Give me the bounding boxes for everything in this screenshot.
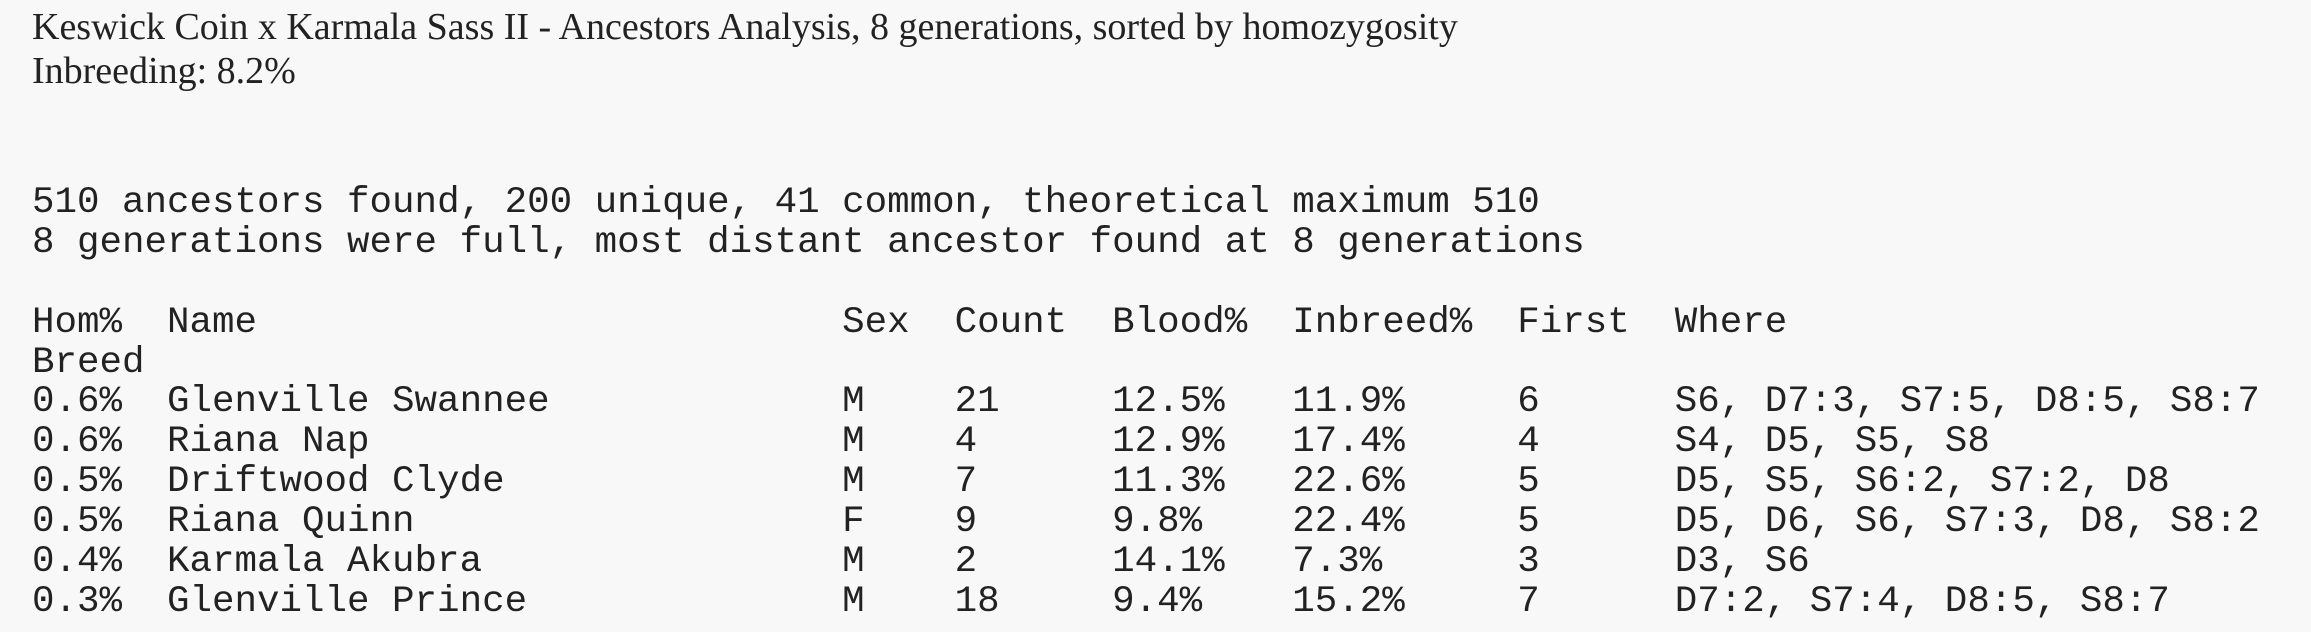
table-row: 0.5% Driftwood Clyde M 7 11.3% 22.6% 5 D5, S5, …	[32, 462, 2302, 502]
column-header: Hom%	[32, 302, 123, 344]
cell: 2	[954, 541, 978, 583]
cell: M	[842, 381, 865, 423]
inbreeding: Inbreeding: 8.2%	[32, 50, 296, 92]
cell: 0.5%	[32, 461, 123, 503]
cell: Riana Nap	[167, 421, 370, 463]
column-header: Blood%	[1112, 302, 1248, 344]
cell: 6	[1517, 381, 1540, 423]
table-row: 0.6% Riana Nap M 4 12.9% 17.4% 4 S4, D5, S5, S8	[32, 422, 2302, 462]
cell: M	[842, 581, 865, 623]
header-row-2: Breed	[32, 343, 2302, 383]
column-header: Sex	[842, 302, 910, 344]
cell: F	[842, 501, 865, 543]
cell: 15.2%	[1292, 581, 1405, 623]
cell: 0.3%	[32, 581, 123, 623]
cell: 22.6%	[1292, 461, 1405, 503]
summary-line: 510 ancestors found, 200 unique, 41 comm…	[32, 182, 1540, 224]
cell: 0.6%	[32, 381, 123, 423]
cell: Glenville Prince	[167, 581, 528, 623]
cell: 9	[954, 501, 978, 543]
cell: 22.4%	[1292, 501, 1405, 543]
cell: D3, S6	[1674, 541, 1810, 583]
cell: 7	[1517, 581, 1540, 623]
table-row: 0.3% Glenville Prince M 18 9.4% 15.2% 7 D7:2, S…	[32, 582, 2302, 622]
cell: 11.3%	[1112, 461, 1225, 503]
column-header: Name	[167, 302, 258, 344]
cell: 5	[1517, 501, 1540, 543]
cell: S4, D5, S5, S8	[1674, 421, 1990, 463]
cell: 3	[1517, 541, 1540, 583]
cell: 7.3%	[1292, 541, 1383, 583]
cell: D5, D6, S6, S7:3, D8, S8:2	[1674, 501, 2260, 543]
cell: D7:2, S7:4, D8:5, S8:7	[1674, 581, 2170, 623]
cell: 0.6%	[32, 421, 123, 463]
cell: S6, D7:3, S7:5, D8:5, S8:7	[1674, 381, 2260, 423]
column-header: Breed	[32, 342, 145, 384]
summary-line: 8 generations were full, most distant an…	[32, 222, 1585, 264]
cell: 12.5%	[1112, 381, 1225, 423]
header-row: Hom% Name Sex Count Blood% Inbreed% First Where	[32, 303, 2302, 343]
cell: 7	[954, 461, 978, 503]
cell: M	[842, 461, 865, 503]
cell: 21	[954, 381, 1000, 423]
cell: M	[842, 541, 865, 583]
cell: 17.4%	[1292, 421, 1405, 463]
cell: 12.9%	[1112, 421, 1225, 463]
cell: 0.4%	[32, 541, 123, 583]
cell: M	[842, 421, 865, 463]
cell: 18	[954, 581, 1000, 623]
cell: 5	[1517, 461, 1540, 503]
cell: 9.4%	[1112, 581, 1203, 623]
cell: 0.5%	[32, 501, 123, 543]
cell: 9.8%	[1112, 501, 1203, 543]
cell: Driftwood Clyde	[167, 461, 505, 503]
column-header: First	[1517, 302, 1630, 344]
cell: 4	[1517, 421, 1540, 463]
cell: 4	[954, 421, 978, 463]
column-header: Count	[954, 302, 1068, 344]
cell: Karmala Akubra	[167, 541, 483, 583]
cell: D5, S5, S6:2, S7:2, D8	[1674, 461, 2170, 503]
title: Keswick Coin x Karmala Sass II - Ancesto…	[32, 6, 1458, 48]
column-header: Where	[1674, 302, 1788, 344]
table-row: 0.4% Karmala Akubra M 2 14.1% 7.3% 3 D3, S6	[32, 542, 2302, 582]
table-row: 0.6% Glenville Swannee M 21 12.5% 11.9% 6 S6, D…	[32, 382, 2302, 422]
cell: 14.1%	[1112, 541, 1225, 583]
column-header: Inbreed%	[1292, 302, 1473, 344]
cell: Glenville Swannee	[167, 381, 550, 423]
cell: Riana Quinn	[167, 501, 415, 543]
cell: 11.9%	[1292, 381, 1405, 423]
table-row: 0.5% Riana Quinn F 9 9.8% 22.4% 5 D5, D6, S6, S…	[32, 502, 2302, 542]
